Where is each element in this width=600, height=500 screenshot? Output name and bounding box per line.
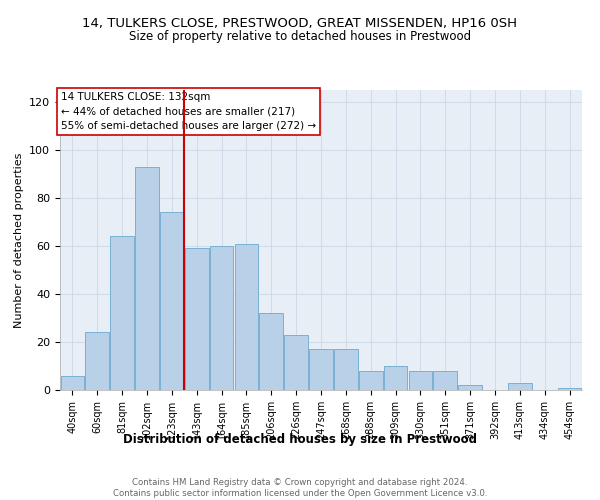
Bar: [359, 371, 383, 390]
Text: Contains HM Land Registry data © Crown copyright and database right 2024.
Contai: Contains HM Land Registry data © Crown c…: [113, 478, 487, 498]
Bar: [210, 246, 233, 390]
Text: 14, TULKERS CLOSE, PRESTWOOD, GREAT MISSENDEN, HP16 0SH: 14, TULKERS CLOSE, PRESTWOOD, GREAT MISS…: [83, 18, 517, 30]
Bar: [185, 248, 209, 390]
Y-axis label: Number of detached properties: Number of detached properties: [14, 152, 23, 328]
Bar: [558, 388, 581, 390]
Bar: [433, 371, 457, 390]
Bar: [235, 244, 258, 390]
Bar: [284, 335, 308, 390]
Bar: [135, 167, 159, 390]
Bar: [110, 236, 134, 390]
Bar: [384, 366, 407, 390]
Text: Size of property relative to detached houses in Prestwood: Size of property relative to detached ho…: [129, 30, 471, 43]
Text: 14 TULKERS CLOSE: 132sqm
← 44% of detached houses are smaller (217)
55% of semi-: 14 TULKERS CLOSE: 132sqm ← 44% of detach…: [61, 92, 316, 131]
Bar: [334, 349, 358, 390]
Bar: [85, 332, 109, 390]
Bar: [309, 349, 333, 390]
Bar: [259, 313, 283, 390]
Bar: [160, 212, 184, 390]
Bar: [458, 385, 482, 390]
Text: Distribution of detached houses by size in Prestwood: Distribution of detached houses by size …: [123, 432, 477, 446]
Bar: [409, 371, 432, 390]
Bar: [61, 376, 84, 390]
Bar: [508, 383, 532, 390]
